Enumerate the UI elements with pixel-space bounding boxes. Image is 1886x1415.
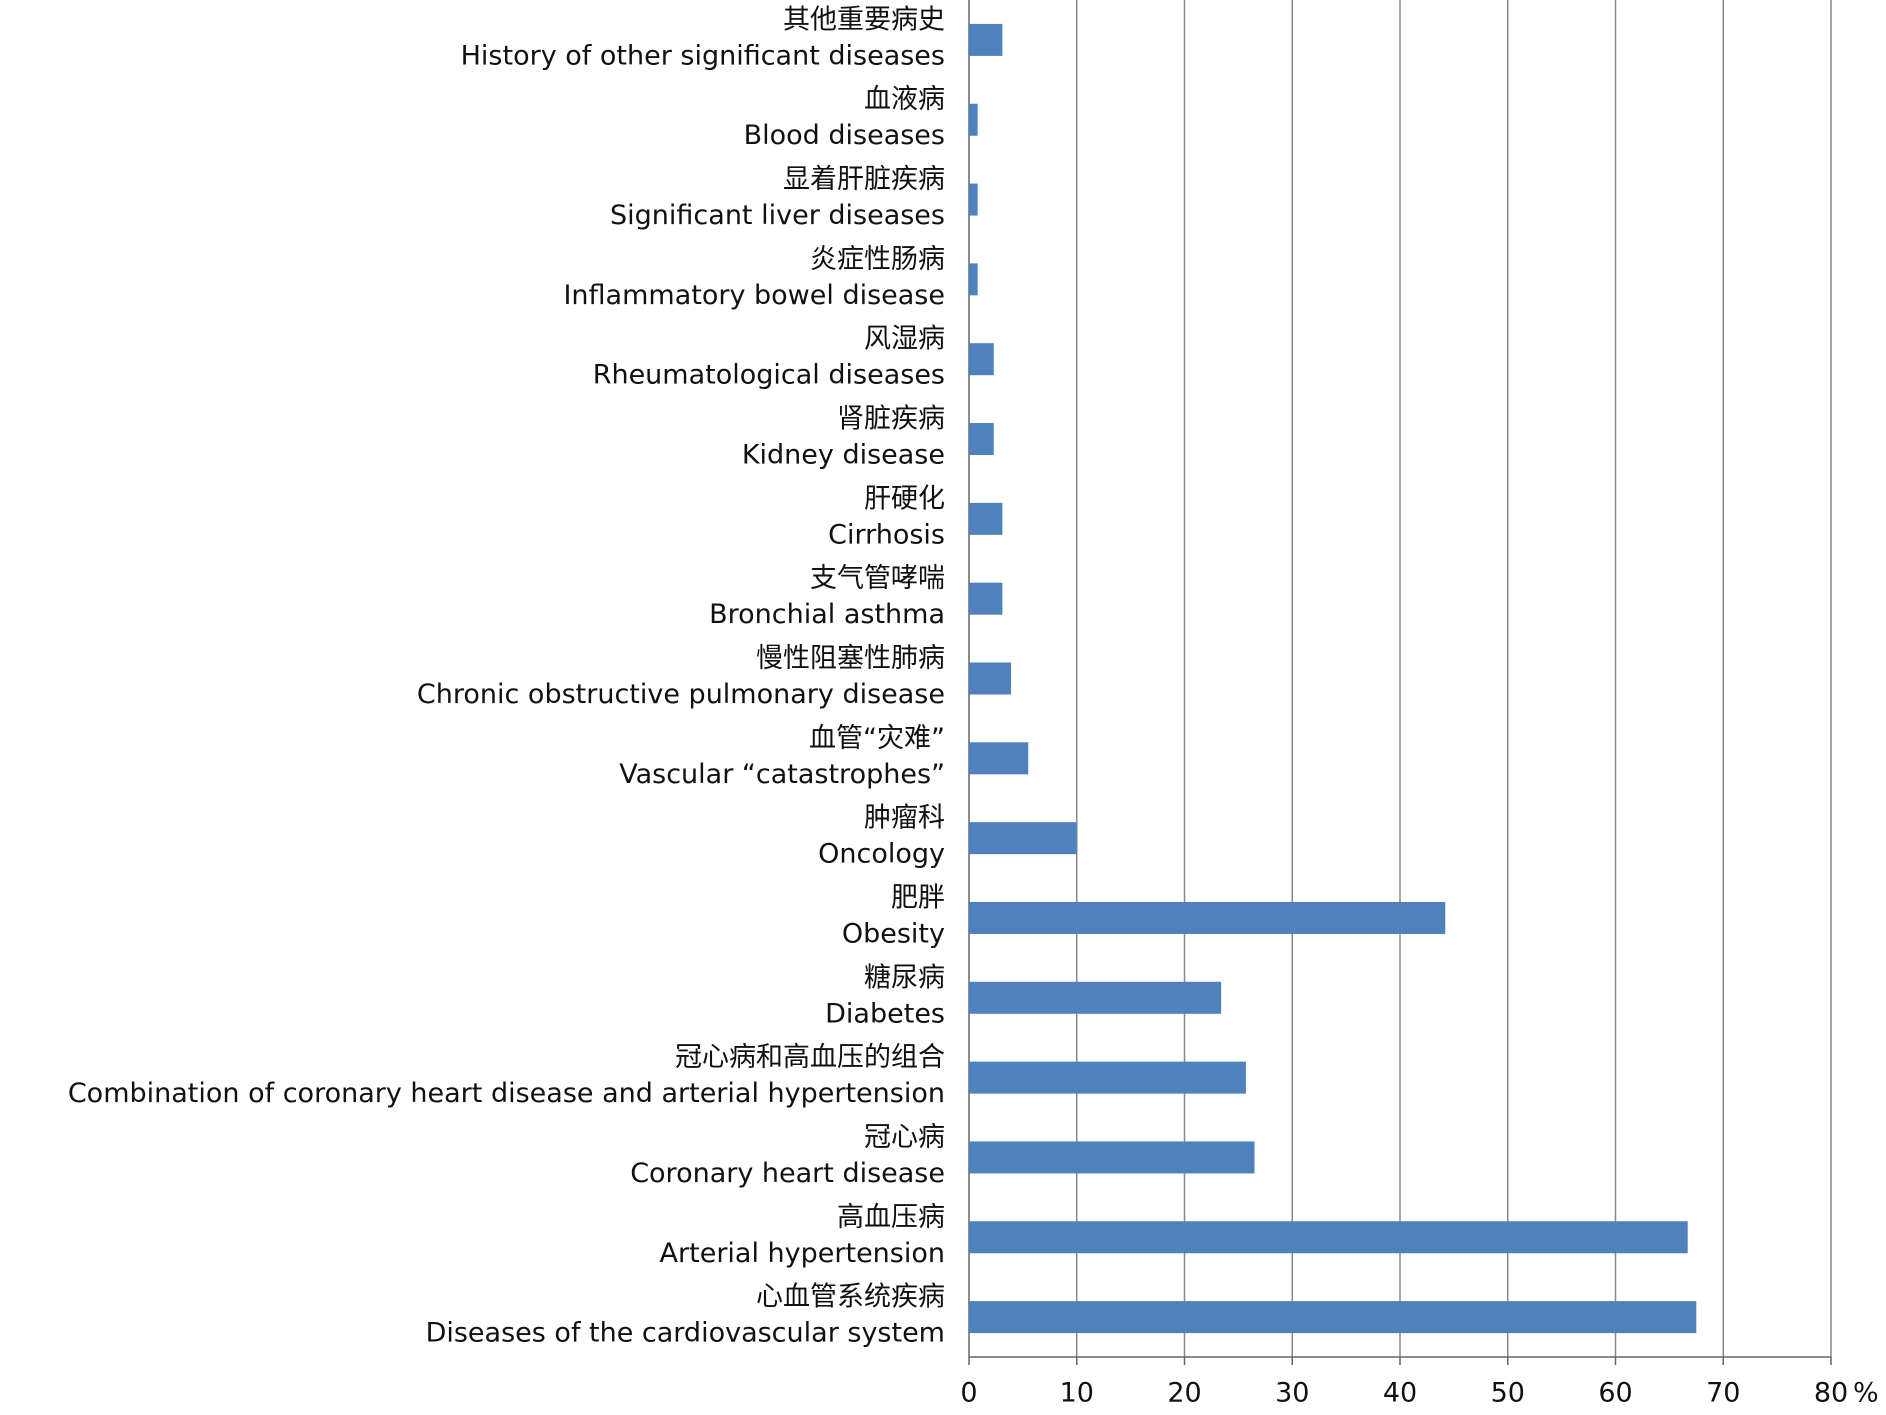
y-label-en: Chronic obstructive pulmonary disease [417, 679, 945, 710]
y-label-zh: 糖尿病 [864, 962, 945, 993]
y-label-en: Significant liver diseases [610, 200, 945, 231]
bar [969, 423, 994, 456]
x-tick-label: 0 [960, 1378, 977, 1409]
y-label-en: Oncology [818, 839, 945, 870]
y-label-en: Blood diseases [744, 120, 945, 151]
y-label-zh: 慢性阻塞性肺病 [756, 643, 945, 674]
y-label-zh: 血液病 [864, 84, 945, 115]
x-tick-label: 30 [1275, 1378, 1309, 1409]
x-tick-label: 60 [1598, 1378, 1632, 1409]
y-label-zh: 血管“灾难” [809, 723, 945, 754]
y-label-en: Diseases of the cardiovascular system [426, 1318, 945, 1349]
y-label-en: Combination of coronary heart disease an… [68, 1078, 945, 1109]
y-label-zh: 肥胖 [891, 882, 945, 913]
bar [969, 1301, 1697, 1334]
x-tick-label: 40 [1383, 1378, 1417, 1409]
y-label-zh: 肿瘤科 [864, 803, 945, 834]
y-label-zh: 高血压病 [837, 1202, 945, 1233]
x-tick-label: 80 [1814, 1378, 1848, 1409]
bar [969, 1141, 1255, 1174]
y-label-en: Vascular “catastrophes” [619, 759, 945, 790]
y-label-zh: 冠心病和高血压的组合 [675, 1042, 945, 1073]
bar [969, 23, 1003, 56]
bar [969, 502, 1003, 535]
bar [969, 183, 978, 216]
y-label-en: Diabetes [825, 998, 945, 1029]
y-label-zh: 其他重要病史 [783, 4, 945, 35]
bar [969, 901, 1446, 934]
y-label-zh: 炎症性肠病 [810, 244, 945, 275]
bar [969, 742, 1029, 775]
y-label-en: Bronchial asthma [709, 599, 945, 630]
y-label-zh: 肾脏疾病 [837, 404, 945, 435]
x-tick-label: 70 [1706, 1378, 1740, 1409]
y-label-zh: 肝硬化 [864, 483, 945, 514]
bar [969, 263, 978, 296]
y-label-en: Rheumatological diseases [593, 360, 945, 391]
y-label-zh: 显着肝脏疾病 [783, 164, 945, 195]
bar [969, 582, 1003, 615]
y-label-en: Arterial hypertension [660, 1238, 945, 1269]
bar [969, 662, 1012, 695]
y-label-zh: 冠心病 [864, 1122, 945, 1153]
y-label-en: Cirrhosis [828, 519, 945, 550]
bar [969, 1221, 1688, 1254]
bar [969, 103, 978, 136]
x-tick-label: 50 [1491, 1378, 1525, 1409]
bar [969, 343, 994, 376]
bar [969, 822, 1077, 855]
bar [969, 981, 1222, 1014]
y-label-zh: 心血管系统疾病 [756, 1282, 945, 1313]
y-label-en: Inflammatory bowel disease [563, 280, 945, 311]
y-label-en: Obesity [842, 918, 945, 949]
y-label-en: Coronary heart disease [630, 1158, 945, 1189]
x-tick-label: 20 [1167, 1378, 1201, 1409]
x-unit: % [1853, 1378, 1879, 1409]
y-label-zh: 风湿病 [864, 324, 945, 355]
y-label-en: History of other significant diseases [461, 40, 945, 71]
y-label-en: Kidney disease [742, 440, 945, 471]
y-label-zh: 支气管哮喘 [810, 563, 945, 594]
x-tick-label: 10 [1060, 1378, 1094, 1409]
bar [969, 1061, 1246, 1094]
